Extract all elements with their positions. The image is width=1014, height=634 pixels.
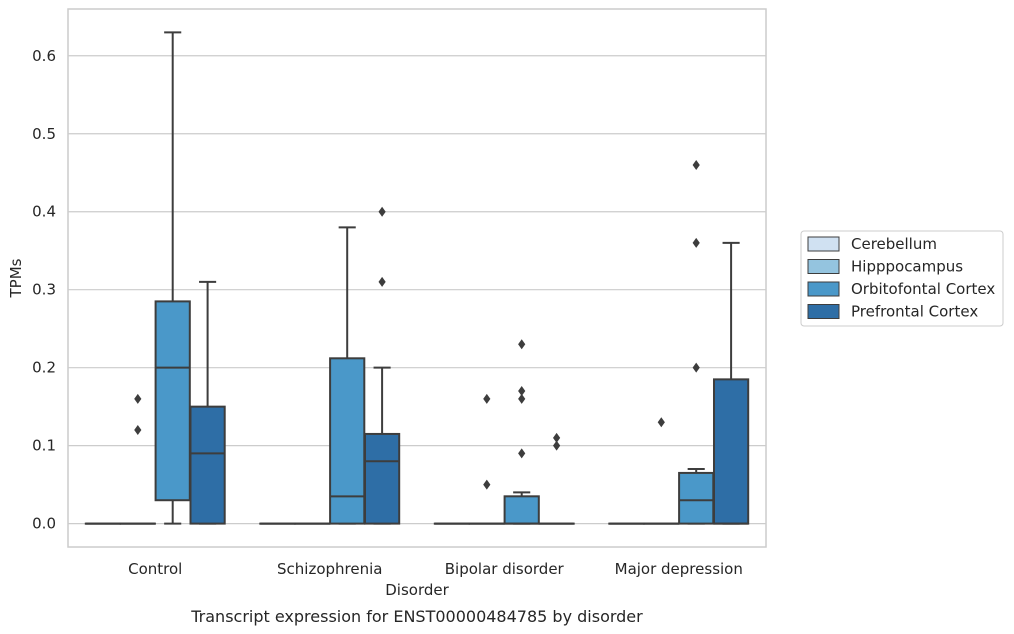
legend-label: Cerebellum [851,235,937,253]
outlier-point [553,432,561,443]
box-body [503,495,540,525]
legend-swatch [807,304,840,319]
legend-label: Orbitofontal Cortex [851,280,995,298]
y-tick-label: 0.1 [32,437,56,455]
x-tick-label: Major depression [615,560,743,578]
outlier-point [134,425,142,436]
outlier-point [692,362,700,373]
x-tick-label: Bipolar disorder [445,560,565,578]
x-axis-label: Disorder [385,581,449,599]
outlier-point [518,386,526,397]
outlier-point [483,393,491,404]
legend: Cerebellum Hipppocampus Orbitofontal Corte… [800,230,1004,327]
y-axis-label: TPMs [7,258,25,298]
box-group [538,432,575,525]
outlier-point [657,417,665,428]
outlier-point [483,479,491,490]
box-body [329,357,366,525]
legend-label: Hipppocampus [851,258,963,276]
outlier-point [518,339,526,350]
x-tick-labels: Control Schizophrenia Bipolar disorder Majo… [128,560,743,578]
legend-label: Prefrontal Cortex [851,303,978,321]
outlier-point [518,393,526,404]
y-tick-labels: 0.0 0.1 0.2 0.3 0.4 0.5 0.6 [32,47,56,533]
box-body [712,378,750,525]
legend-swatch [807,259,840,274]
box-group [363,206,401,525]
y-tick-label: 0.5 [32,125,56,143]
box-body [154,300,191,502]
boxes-layer [84,31,750,525]
box-body [189,405,226,525]
outlier-point [378,276,386,287]
x-tick-label: Schizophrenia [277,560,382,578]
box-group [119,393,156,525]
legend-items: Cerebellum Hipppocampus Orbitofontal Corte… [807,235,995,321]
outlier-point [553,440,561,451]
legend-frame [800,230,1004,327]
box-group [643,417,680,525]
outlier-point [692,237,700,248]
y-tick-label: 0.0 [32,515,56,533]
outlier-point [378,206,386,217]
box-group [712,241,750,525]
plot-area-frame [67,8,767,548]
box-group [503,339,540,525]
outlier-point [518,448,526,459]
legend-swatch [807,281,840,297]
legend-swatch [807,236,840,252]
box-group [678,159,715,525]
y-tick-label: 0.6 [32,47,56,65]
y-tick-label: 0.3 [32,281,56,299]
y-tick-label: 0.4 [32,203,56,221]
box-group [154,31,191,525]
box-group [329,226,366,525]
y-tick-label: 0.2 [32,359,56,377]
box-group [189,280,226,525]
outlier-point [692,159,700,170]
chart-caption: Transcript expression for ENST0000048478… [190,607,643,626]
box-body [678,471,715,525]
outlier-point [134,393,142,404]
box-group [468,393,505,525]
x-tick-label: Control [128,560,182,578]
box-body [363,432,401,525]
